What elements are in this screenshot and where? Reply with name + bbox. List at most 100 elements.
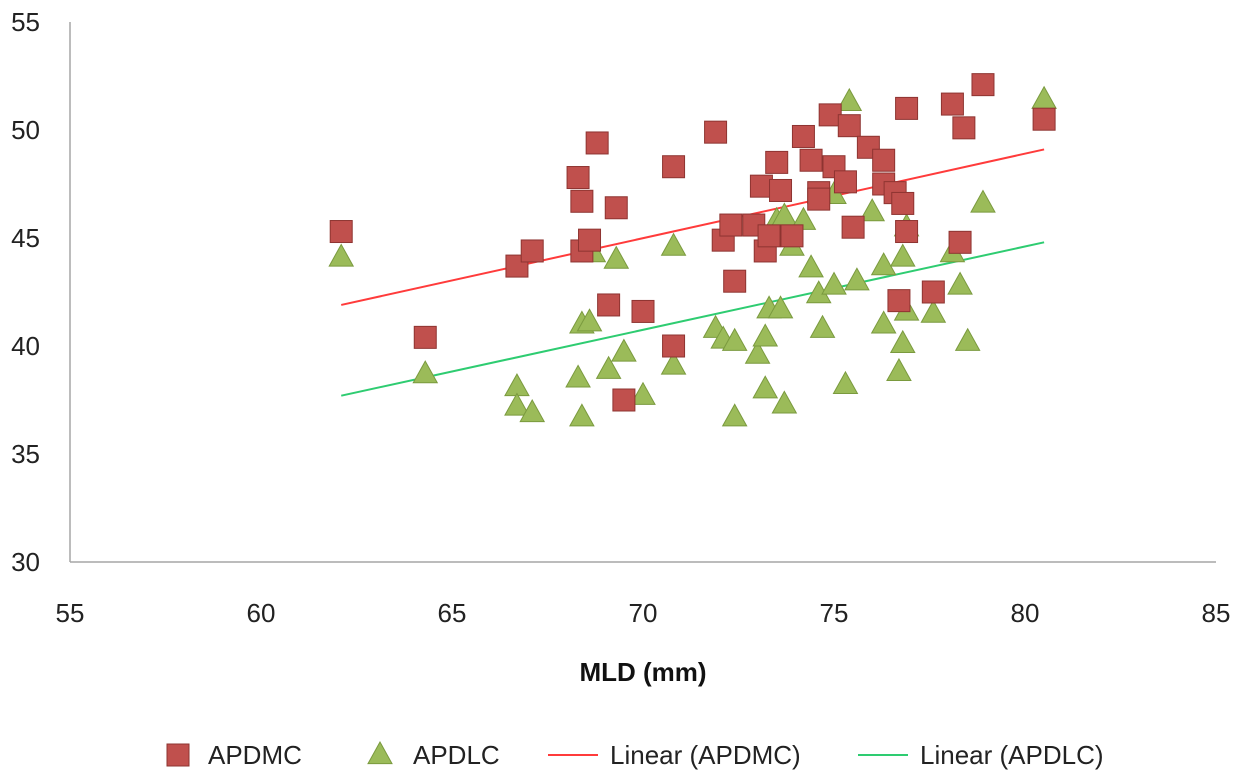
data-point-apdlc [752, 323, 779, 347]
data-point-apdmc [413, 325, 437, 349]
data-point-apdlc [569, 403, 595, 427]
data-point-apdlc [889, 243, 916, 267]
x-tick-label: 70 [629, 598, 658, 628]
data-point-apdlc [412, 360, 439, 384]
data-markers [328, 73, 1057, 427]
data-point-apdlc [603, 245, 630, 269]
data-point-apdlc [798, 254, 824, 278]
y-tick-label: 30 [11, 547, 40, 577]
data-point-apdmc [807, 187, 831, 211]
data-point-apdmc [604, 196, 628, 220]
data-point-apdmc [891, 191, 915, 215]
x-tick-labels: 55 60 65 70 75 80 85 [56, 598, 1231, 628]
data-point-apdmc [921, 280, 945, 304]
y-tick-label: 45 [11, 223, 40, 253]
data-point-apdmc [631, 299, 655, 323]
legend-label-apdlc: APDLC [413, 740, 500, 770]
trendlines [341, 148, 1045, 397]
data-point-apdlc [504, 373, 530, 397]
data-point-apdmc [765, 150, 789, 174]
data-point-apdlc [920, 299, 947, 323]
data-point-apdmc [597, 293, 621, 317]
data-point-apdlc [832, 370, 859, 395]
data-point-apdlc [821, 271, 847, 295]
data-point-apdmc [662, 155, 686, 179]
data-point-apdmc [895, 96, 919, 120]
data-point-apdmc [662, 334, 686, 358]
data-point-apdmc [791, 124, 815, 148]
x-tick-label: 85 [1202, 598, 1231, 628]
legend-label-linear-apdmc: Linear (APDMC) [610, 740, 801, 770]
data-point-apdlc [767, 295, 794, 319]
axes [69, 22, 1216, 563]
x-tick-label: 75 [820, 598, 849, 628]
data-point-apdlc [328, 243, 355, 267]
data-point-apdmc [948, 230, 972, 254]
data-point-apdlc [947, 271, 973, 295]
data-point-apdlc [886, 357, 912, 382]
trendline-linear-apdmc [341, 148, 1045, 306]
data-point-apdmc [570, 189, 594, 213]
data-point-apdlc [771, 390, 798, 414]
data-point-apdmc [1032, 107, 1056, 131]
legend-swatch-apdlc [367, 741, 393, 765]
y-tick-labels: 30 35 40 45 50 55 [11, 7, 40, 577]
data-point-apdlc [870, 252, 897, 276]
data-point-apdlc [660, 232, 687, 256]
data-point-apdlc [744, 340, 771, 364]
data-point-apdlc [721, 327, 748, 351]
data-point-apdmc [566, 166, 590, 190]
data-point-apdmc [769, 178, 793, 202]
legend-label-apdmc: APDMC [208, 740, 302, 770]
data-point-apdmc [799, 148, 823, 172]
data-point-apdmc [780, 224, 804, 248]
data-point-apdlc [954, 327, 981, 351]
data-point-apdlc [752, 375, 779, 399]
data-point-apdmc [895, 220, 919, 244]
data-point-apdmc [329, 220, 353, 244]
data-point-apdmc [887, 289, 911, 313]
data-point-apdmc [952, 116, 976, 140]
data-point-apdlc [504, 392, 530, 416]
data-point-apdlc [1031, 85, 1057, 109]
data-point-apdlc [970, 189, 996, 213]
y-tick-label: 50 [11, 115, 40, 145]
data-point-apdmc [971, 73, 995, 97]
data-point-apdlc [889, 329, 916, 353]
data-point-apdmc [872, 148, 896, 172]
data-point-apdlc [844, 267, 870, 291]
data-point-apdlc [576, 308, 603, 332]
data-point-apdlc [519, 398, 546, 423]
data-point-apdmc [585, 131, 609, 155]
y-tick-label: 55 [11, 7, 40, 37]
y-tick-label: 35 [11, 439, 40, 469]
data-point-apdmc [520, 239, 544, 263]
legend-swatch-apdmc [166, 743, 190, 767]
data-point-apdmc [837, 114, 861, 138]
data-point-apdmc [757, 224, 781, 248]
data-point-apdlc [630, 381, 656, 405]
x-tick-label: 60 [247, 598, 276, 628]
data-point-apdlc [660, 351, 687, 375]
data-point-apdmc [940, 92, 964, 116]
data-point-apdlc [870, 310, 897, 334]
legend-label-linear-apdlc: Linear (APDLC) [920, 740, 1104, 770]
data-point-apdlc [809, 314, 836, 338]
x-tick-label: 65 [438, 598, 467, 628]
data-point-apdlc [859, 198, 886, 222]
x-tick-label: 80 [1011, 598, 1040, 628]
data-point-apdlc [595, 355, 622, 379]
data-point-apdmc [833, 170, 857, 194]
data-point-apdmc [704, 120, 728, 144]
data-point-apdmc [841, 215, 865, 239]
data-point-apdmc [719, 213, 743, 237]
data-point-apdlc [836, 87, 863, 112]
data-point-apdlc [721, 403, 748, 427]
data-point-apdmc [578, 228, 602, 252]
x-tick-label: 55 [56, 598, 85, 628]
data-point-apdmc [723, 269, 747, 293]
data-point-apdlc [565, 364, 591, 388]
trendline-linear-apdlc [341, 241, 1045, 397]
data-point-apdlc [611, 338, 637, 362]
